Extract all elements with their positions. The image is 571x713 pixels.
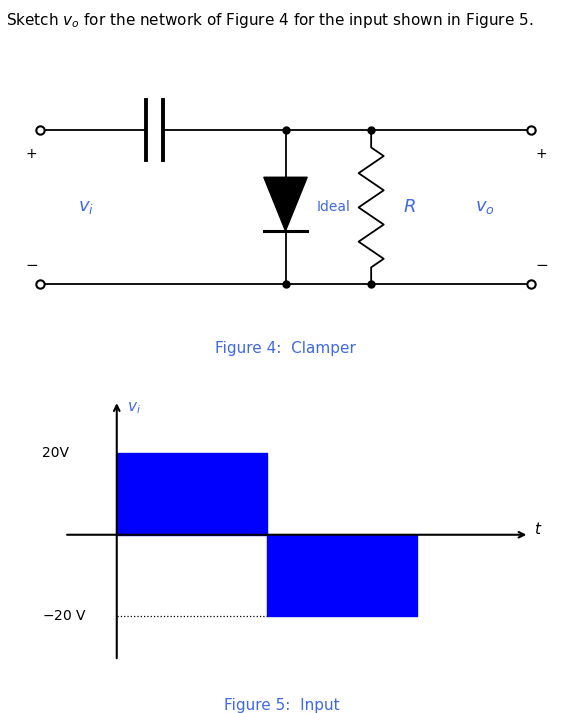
Text: $R$: $R$ [403, 198, 415, 217]
Text: $v_o$: $v_o$ [476, 198, 495, 217]
Text: $v_i$: $v_i$ [127, 400, 141, 416]
Text: $-20$ V: $-20$ V [42, 609, 87, 623]
Text: $t$: $t$ [534, 520, 542, 537]
Text: −: − [25, 258, 38, 273]
Text: Sketch $v_o$ for the network of Figure 4 for the input shown in Figure 5.: Sketch $v_o$ for the network of Figure 4… [6, 11, 533, 31]
Text: $v_i$: $v_i$ [78, 198, 94, 217]
Text: +: + [536, 147, 547, 161]
Text: −: − [535, 258, 548, 273]
Text: Ideal: Ideal [317, 200, 351, 215]
Text: Figure 5:  Input: Figure 5: Input [224, 698, 340, 713]
Text: Figure 4:  Clamper: Figure 4: Clamper [215, 341, 356, 356]
Bar [267, 535, 417, 616]
Text: 20V: 20V [42, 446, 69, 461]
Polygon shape [264, 178, 307, 231]
Text: +: + [26, 147, 37, 161]
Bar [116, 453, 267, 535]
